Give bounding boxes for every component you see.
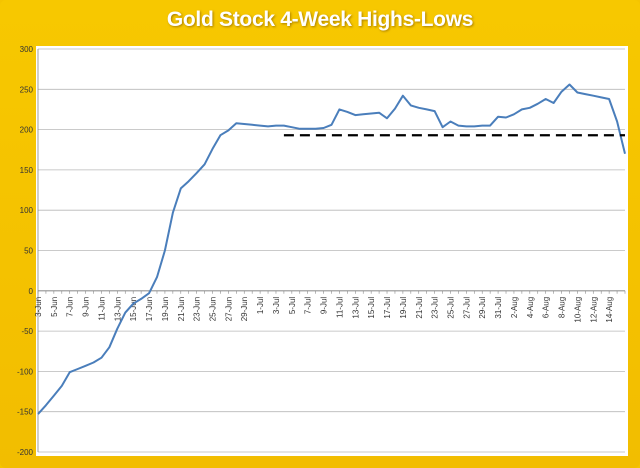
x-tick-label: 1-Jul	[256, 297, 265, 315]
x-tick-label: 17-Jun	[145, 297, 154, 321]
x-tick-label: 9-Jul	[320, 297, 329, 315]
x-tick-label: 4-Aug	[526, 297, 535, 318]
x-tick-label: 13-Jun	[113, 297, 122, 321]
x-tick-label: 11-Jun	[97, 297, 106, 321]
x-tick-label: 12-Aug	[589, 297, 598, 323]
x-tick-label: 15-Jun	[129, 297, 138, 321]
x-tick-label: 23-Jun	[193, 297, 202, 321]
y-tick-label: 100	[20, 206, 34, 215]
x-axis: 3-Jun 5-Jun 7-Jun 9-Jun 11-Jun 13-Jun 15-Jun 17…	[34, 290, 626, 323]
x-tick-label: 6-Aug	[542, 297, 551, 318]
y-tick-label: 150	[20, 166, 34, 175]
y-tick-label: 200	[20, 126, 34, 135]
x-tick-label: 19-Jul	[399, 297, 408, 319]
chart-title: Gold Stock 4-Week Highs-Lows	[166, 8, 474, 31]
x-tick-label: 9-Jun	[82, 297, 91, 317]
y-axis: 300 250 200 150 100 50 0 -50 -100 -150 -200	[17, 45, 39, 457]
y-tick-label: 250	[20, 85, 34, 94]
x-tick-label: 25-Jun	[209, 297, 218, 321]
x-tick-label: 29-Jul	[478, 297, 487, 319]
y-tick-label: 50	[24, 247, 33, 256]
x-tick-label: 3-Jul	[272, 297, 281, 315]
x-tick-label: 2-Aug	[510, 297, 519, 318]
y-tick-label: -50	[21, 327, 33, 336]
x-tick-label: 29-Jun	[240, 297, 249, 321]
x-tick-label: 10-Aug	[573, 297, 582, 323]
x-tick-label: 31-Jul	[494, 297, 503, 319]
x-tick-label: 5-Jul	[288, 297, 297, 315]
x-tick-label: 17-Jul	[383, 297, 392, 319]
plot-area	[36, 46, 628, 456]
x-tick-label: 11-Jul	[335, 297, 344, 318]
y-tick-label: 300	[20, 45, 34, 54]
x-tick-label: 8-Aug	[558, 297, 567, 318]
x-tick-label: 25-Jul	[446, 297, 455, 319]
y-tick-label: 0	[29, 287, 34, 296]
x-tick-label: 14-Aug	[605, 297, 614, 323]
x-tick-label: 27-Jun	[224, 297, 233, 321]
x-tick-label: 27-Jul	[462, 297, 471, 319]
x-tick-label: 15-Jul	[367, 297, 376, 319]
x-tick-label: 5-Jun	[50, 297, 59, 317]
y-tick-label: -100	[17, 367, 34, 376]
x-tick-label: 19-Jun	[161, 297, 170, 321]
x-tick-label: 13-Jul	[351, 297, 360, 319]
x-tick-label: 7-Jun	[66, 297, 75, 317]
x-tick-label: 21-Jun	[177, 297, 186, 321]
series-layer	[37, 83, 626, 415]
x-tick-label: 3-Jun	[34, 297, 43, 317]
x-tick-label: 23-Jul	[431, 297, 440, 319]
x-tick-label: 7-Jul	[304, 297, 313, 315]
x-tick-label: 21-Jul	[415, 297, 424, 319]
y-tick-label: -200	[17, 448, 34, 457]
y-tick-label: -150	[17, 408, 34, 417]
series-line	[37, 83, 626, 415]
